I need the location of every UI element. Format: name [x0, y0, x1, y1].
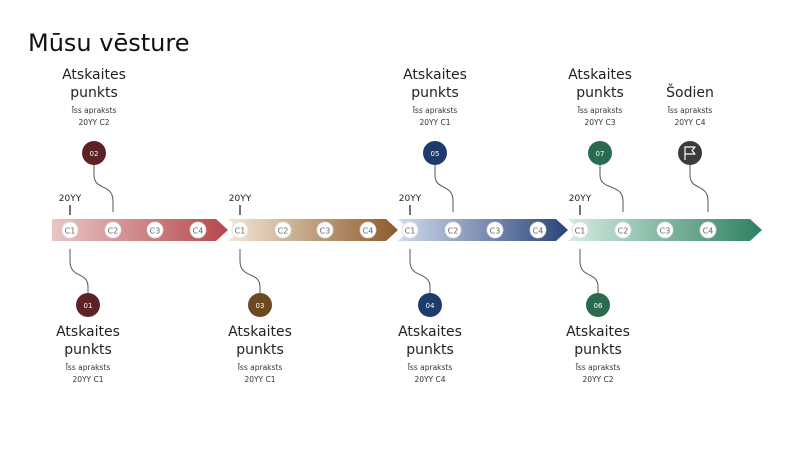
quarter-marker: [529, 221, 547, 239]
milestone-heading: punkts: [574, 342, 622, 358]
quarter-label: C4: [363, 227, 374, 236]
quarter-marker: [146, 221, 164, 239]
flag-icon: [684, 146, 696, 160]
quarter-marker: [614, 221, 632, 239]
milestone-description: Īss apraksts: [668, 106, 713, 115]
quarter-label: C2: [618, 227, 629, 236]
year-label: 20YY: [399, 194, 422, 204]
quarter-label: C2: [448, 227, 459, 236]
quarter-marker: [316, 221, 334, 239]
quarter-label: C1: [235, 227, 246, 236]
milestone-heading: Atskaites: [403, 67, 467, 83]
quarter-label: C4: [193, 227, 204, 236]
quarter-label: C3: [320, 227, 331, 236]
quarter-marker: [231, 221, 249, 239]
connector: [409, 249, 431, 293]
year-label: 20YY: [229, 194, 252, 204]
connector: [93, 165, 114, 212]
quarter-marker: [359, 221, 377, 239]
milestone-date: 20YY C2: [582, 375, 613, 384]
milestone-marker: [423, 141, 447, 165]
year-label: 20YY: [59, 194, 82, 204]
milestone-marker: [588, 141, 612, 165]
milestone-number: 06: [594, 302, 603, 310]
connector: [579, 249, 599, 293]
milestone-date: 20YY C4: [414, 375, 445, 384]
milestone-description: Īss apraksts: [72, 106, 117, 115]
milestone-marker: [586, 293, 610, 317]
milestone-description: Īss apraksts: [408, 363, 453, 372]
milestone-marker: [248, 293, 272, 317]
quarter-label: C3: [490, 227, 501, 236]
milestone-heading: Atskaites: [62, 67, 126, 83]
quarter-marker: [486, 221, 504, 239]
milestone-date: 20YY C1: [244, 375, 275, 384]
milestone-description: Īss apraksts: [413, 106, 458, 115]
quarter-label: C3: [660, 227, 671, 236]
milestone-marker: [82, 141, 106, 165]
milestone-heading: punkts: [411, 85, 459, 101]
quarter-marker: [104, 221, 122, 239]
milestone-heading: Atskaites: [56, 324, 120, 340]
quarter-label: C2: [278, 227, 289, 236]
quarter-label: C1: [575, 227, 586, 236]
quarter-label: C1: [65, 227, 76, 236]
connector: [69, 249, 89, 293]
connector: [599, 165, 624, 212]
milestone-marker: [418, 293, 442, 317]
milestone-date: 20YY C3: [584, 118, 615, 127]
milestone-number: 01: [84, 302, 93, 310]
quarter-marker: [699, 221, 717, 239]
connector: [434, 165, 454, 212]
milestone-number: 05: [431, 150, 440, 158]
timeline-segment: [52, 219, 228, 241]
milestone-date: 20YY C1: [419, 118, 450, 127]
milestone-marker: [76, 293, 100, 317]
milestone-heading: Šodien: [666, 83, 714, 101]
milestone-description: Īss apraksts: [576, 363, 621, 372]
milestone-heading: Atskaites: [398, 324, 462, 340]
milestone-marker: [678, 141, 702, 165]
quarter-label: C4: [533, 227, 544, 236]
year-label: 20YY: [569, 194, 592, 204]
quarter-label: C3: [150, 227, 161, 236]
timeline-segment: [228, 219, 398, 241]
quarter-label: C4: [703, 227, 714, 236]
quarter-marker: [571, 221, 589, 239]
milestone-date: 20YY C1: [72, 375, 103, 384]
milestone-number: 04: [426, 302, 435, 310]
connector: [689, 165, 709, 212]
milestone-date: 20YY C4: [674, 118, 705, 127]
quarter-marker: [61, 221, 79, 239]
quarter-label: C2: [108, 227, 119, 236]
quarter-marker: [444, 221, 462, 239]
milestone-heading: punkts: [236, 342, 284, 358]
milestone-number: 03: [256, 302, 265, 310]
milestone-heading: punkts: [576, 85, 624, 101]
milestone-heading: punkts: [70, 85, 118, 101]
connector: [239, 249, 261, 293]
milestone-number: 07: [596, 150, 605, 158]
milestone-heading: punkts: [406, 342, 454, 358]
milestone-date: 20YY C2: [78, 118, 109, 127]
quarter-label: C1: [405, 227, 416, 236]
quarter-marker: [401, 221, 419, 239]
milestone-description: Īss apraksts: [66, 363, 111, 372]
milestone-heading: Atskaites: [568, 67, 632, 83]
quarter-marker: [656, 221, 674, 239]
milestone-number: 02: [90, 150, 99, 158]
milestone-heading: Atskaites: [228, 324, 292, 340]
milestone-description: Īss apraksts: [578, 106, 623, 115]
quarter-marker: [274, 221, 292, 239]
title: Mūsu vēsture: [28, 29, 189, 57]
milestone-description: Īss apraksts: [238, 363, 283, 372]
timeline-segment: [398, 219, 568, 241]
quarter-marker: [189, 221, 207, 239]
milestone-heading: punkts: [64, 342, 112, 358]
milestone-heading: Atskaites: [566, 324, 630, 340]
